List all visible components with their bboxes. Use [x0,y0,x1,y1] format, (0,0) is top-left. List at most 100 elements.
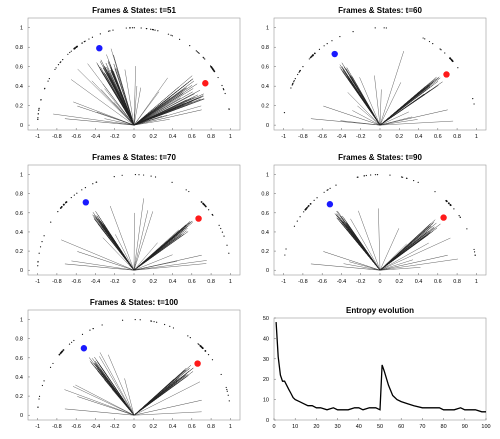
frame-ray [347,92,381,126]
frame-ray [101,72,135,126]
x-tick-label: 0.4 [169,134,177,140]
frame-ray [104,88,135,126]
frame-ray [133,242,158,271]
boundary-point [198,52,200,54]
boundary-point [308,58,310,60]
boundary-point [39,246,42,248]
boundary-point [57,211,59,213]
frame-ray [349,75,381,126]
boundary-point [70,50,72,52]
boundary-point [228,108,230,110]
boundary-point [211,213,213,216]
boundary-point [211,359,214,361]
frame-ray [100,67,135,126]
boundary-point [444,52,446,54]
x-tick-label: -0.2 [110,279,119,285]
frame-ray [133,211,153,271]
boundary-point [95,181,97,183]
frame-ray [133,85,193,126]
x-tick-label: 0.8 [207,279,215,285]
boundary-point [40,98,42,101]
boundary-point [71,341,73,343]
y-tick-label: 0.4 [15,375,23,381]
boundary-point [76,45,79,48]
x-tick-label: 0 [378,279,381,285]
y-tick-label: 0.2 [15,104,23,110]
boundary-point [157,30,159,32]
frame-ray [133,263,207,271]
x-tick-label: 1 [229,134,232,140]
frame-ray [379,86,431,126]
boundary-point [169,325,171,327]
frame-ray [133,97,181,126]
x-tick-label: -0.8 [52,279,61,285]
boundary-point [73,194,75,196]
boundary-points [37,318,230,408]
boundary-point [171,181,173,183]
frame-ray [133,229,179,271]
y-tick-label: 10 [263,398,269,404]
frame-ray [106,54,135,126]
boundary-point [43,380,45,382]
boundary-point [207,353,210,356]
frame-ray [64,118,135,126]
boundary-point [299,216,301,218]
frame-ray [359,77,381,126]
frame-ray [337,210,381,271]
boundary-point [228,400,230,402]
x-tick-label: -0.6 [317,134,326,140]
boundary-point [284,254,286,256]
boundary-point [283,111,286,114]
frame-ray [99,352,135,416]
boundary-point [292,83,294,85]
frame-ray [379,243,407,271]
y-tick-label: 0 [266,123,269,129]
frame-ray [379,82,402,126]
boundary-point [150,320,152,322]
frame-rays [310,51,454,126]
boundary-point [112,29,114,31]
y-tick-label: 1 [20,318,23,324]
frame-ray [108,354,135,416]
frame-ray [133,230,183,271]
x-tick-label: -0.8 [298,134,307,140]
frame-ray [379,259,414,271]
frame-ray [101,220,135,271]
boundary-points [37,173,230,267]
frame-ray [124,69,135,126]
blue-state-marker [331,50,338,58]
boundary-point [365,174,367,177]
y-tick-label: 20 [263,377,269,383]
boundary-point [424,38,426,40]
x-tick-label: -0.6 [317,279,326,285]
frame-ray [133,85,138,126]
boundary-point [62,59,64,61]
boundary-point [297,73,299,76]
boundary-point [59,207,62,209]
boundary-point [310,55,313,58]
boundary-point [170,34,172,36]
boundary-point [226,244,228,246]
boundary-point [370,174,372,176]
boundary-point [413,179,415,182]
frame-ray [323,251,381,271]
blue-state-marker [82,199,90,206]
boundary-points [283,27,475,114]
boundary-point [67,53,69,55]
boundary-point [449,203,452,206]
frame-ray [100,227,135,271]
frame-ray [133,370,185,416]
boundary-point [428,40,431,43]
frame-ray [119,91,135,126]
boundary-point [154,176,157,178]
boundary-point [459,216,461,218]
x-tick-label: 0.2 [395,279,403,285]
boundary-point [313,52,316,55]
frame-ray [77,396,135,416]
boundary-point [313,199,315,202]
boundary-point [204,58,206,60]
frame-rays [64,352,202,416]
x-tick-label: -0.2 [356,134,365,140]
frame-ray [77,105,135,126]
x-tick-label: -0.4 [337,134,346,140]
